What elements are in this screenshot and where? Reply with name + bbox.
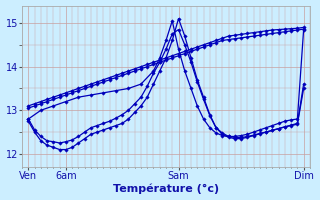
X-axis label: Température (°c): Température (°c) (113, 184, 219, 194)
